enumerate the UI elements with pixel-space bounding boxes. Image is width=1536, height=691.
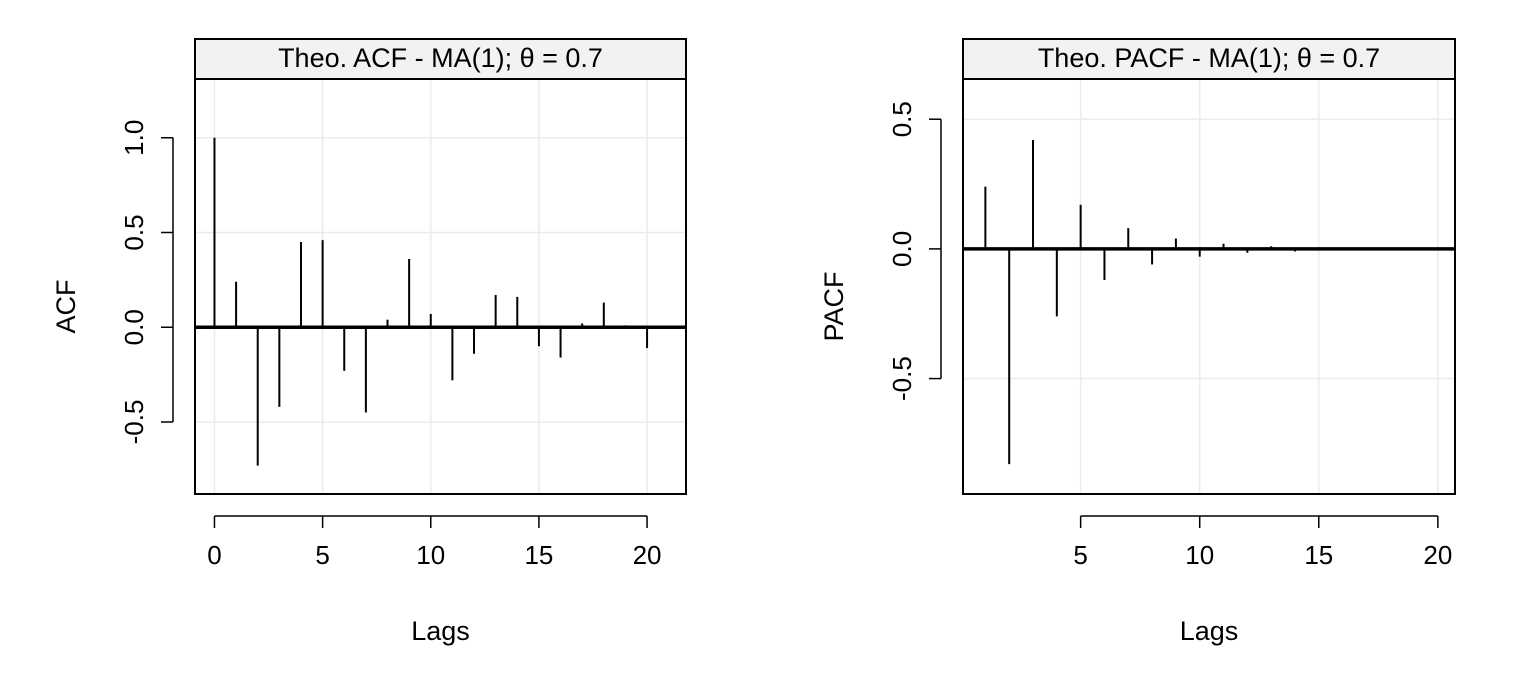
- pacf-x-tick-label: 10: [1185, 540, 1214, 570]
- acf-y-axis-title: ACF: [51, 280, 81, 334]
- pacf-x-tick-label: 15: [1304, 540, 1333, 570]
- pacf-chart-title: Theo. PACF - MA(1); θ = 0.7: [1038, 43, 1380, 73]
- pacf-x-tick-label: 20: [1423, 540, 1452, 570]
- acf-y-tick-label: 0.0: [119, 309, 149, 345]
- pacf-y-tick-label: -0.5: [887, 356, 917, 401]
- acf-y-tick-label: 0.5: [119, 214, 149, 250]
- acf-title-strip: [194, 38, 687, 80]
- pacf-x-axis-title: Lags: [1180, 616, 1239, 646]
- acf-x-tick-label: 10: [416, 540, 445, 570]
- acf-x-tick-label: 15: [524, 540, 553, 570]
- acf-y-tick-label: 1.0: [119, 120, 149, 156]
- acf-x-tick-label: 20: [633, 540, 662, 570]
- pacf-y-tick-label: 0.5: [887, 101, 917, 137]
- acf-chart-title: Theo. ACF - MA(1); θ = 0.7: [278, 43, 603, 73]
- pacf-y-tick-label: 0.0: [887, 231, 917, 267]
- acf-x-tick-label: 0: [207, 540, 221, 570]
- acf-plot-frame: [194, 78, 687, 495]
- pacf-plot-frame: [962, 78, 1456, 495]
- acf-x-tick-label: 5: [315, 540, 329, 570]
- acf-x-axis-title: Lags: [411, 616, 470, 646]
- pacf-x-tick-label: 5: [1073, 540, 1087, 570]
- acf-y-tick-label: -0.5: [119, 400, 149, 445]
- pacf-y-axis-title: PACF: [819, 271, 849, 341]
